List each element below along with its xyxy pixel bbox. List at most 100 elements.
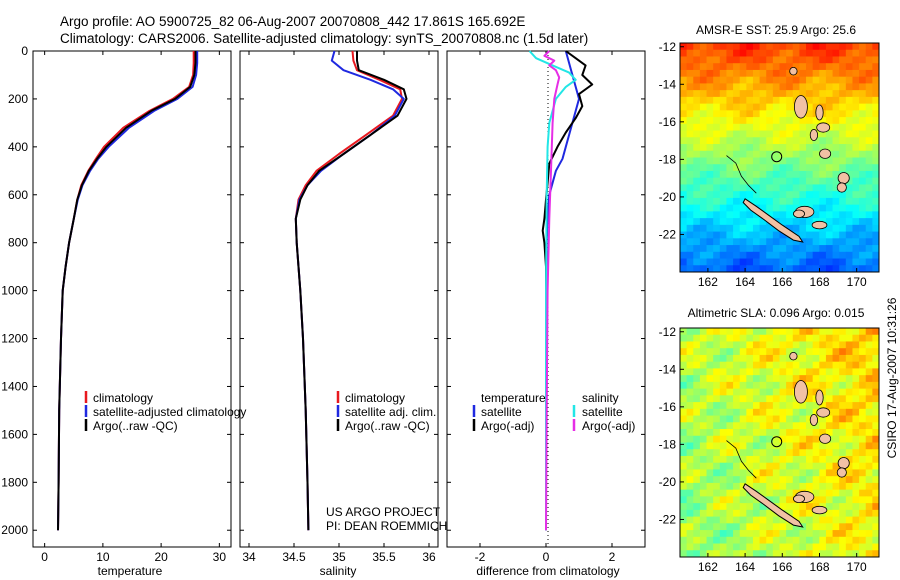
map-cell: [726, 341, 734, 349]
map-cell: [713, 523, 721, 531]
map-cell: [819, 177, 827, 186]
map-cell: [806, 63, 814, 71]
map-cell: [680, 530, 688, 538]
map-cell: [812, 265, 820, 272]
map-cell: [772, 90, 781, 98]
map-cell: [832, 265, 840, 272]
map-cell: [779, 516, 787, 524]
map-cell: [832, 245, 840, 253]
map-y-tick-label: -22: [659, 512, 677, 526]
map-cell: [713, 334, 721, 343]
map-cell: [752, 415, 761, 423]
map-cell: [766, 509, 774, 518]
map-cell: [699, 218, 708, 226]
map-cell: [759, 543, 767, 551]
map-cell: [706, 69, 714, 78]
map-cell: [825, 110, 834, 118]
map-cell: [845, 76, 854, 85]
map-cell: [799, 130, 807, 138]
map-cell: [739, 348, 747, 356]
map-cell: [845, 123, 854, 132]
map-cell: [746, 238, 754, 246]
map-cell: [859, 49, 867, 58]
map-cell: [872, 536, 879, 545]
sst-map: [680, 43, 879, 272]
map-cell: [746, 334, 754, 343]
map-cell: [680, 90, 688, 98]
map-cell: [872, 265, 879, 272]
map-cell: [812, 334, 820, 343]
map-cell: [825, 265, 834, 272]
map-cell: [706, 361, 714, 370]
map-cell: [693, 137, 701, 145]
map-cell: [786, 157, 794, 165]
map-cell: [719, 550, 728, 557]
map-cell: [812, 96, 820, 105]
map-cell: [680, 150, 688, 159]
map-cell: [772, 231, 781, 239]
map-cell: [819, 251, 827, 260]
map-cell: [746, 469, 754, 477]
map-cell: [812, 368, 820, 376]
map-cell: [713, 69, 721, 78]
map-cell: [759, 449, 767, 457]
map-cell: [852, 395, 860, 403]
map-cell: [779, 523, 787, 531]
map-cell: [845, 56, 854, 64]
map-cell: [845, 503, 854, 511]
map-cell: [799, 69, 807, 78]
map-cell: [786, 489, 794, 497]
map-cell: [845, 231, 854, 239]
map-cell: [713, 238, 721, 246]
map-cell: [719, 110, 728, 118]
map-cell: [686, 435, 694, 444]
map-cell: [733, 388, 741, 396]
map-cell: [719, 231, 728, 239]
map-cell: [759, 489, 767, 497]
map-cell: [699, 137, 708, 145]
map-cell: [786, 83, 794, 91]
map-cell: [726, 476, 734, 484]
map-cell: [772, 489, 781, 497]
map-cell: [706, 83, 714, 91]
map-cell: [806, 83, 814, 91]
map-cell: [799, 170, 807, 179]
map-cell: [706, 469, 714, 477]
map-cell: [845, 516, 854, 524]
map-cell: [686, 130, 694, 138]
map-cell: [852, 455, 860, 464]
map-cell: [812, 76, 820, 85]
map-cell: [726, 137, 734, 145]
map-cell: [839, 523, 847, 531]
map-cell: [865, 408, 873, 417]
map-cell: [693, 415, 701, 423]
map-cell: [686, 368, 694, 376]
map-cell: [819, 76, 827, 85]
map-cell: [706, 170, 714, 179]
map-cell: [799, 429, 807, 437]
map-cell: [845, 137, 854, 145]
map-cell: [766, 388, 774, 396]
map-cell: [825, 496, 834, 504]
map-cell: [779, 402, 787, 410]
map-cell: [806, 170, 814, 179]
map-cell: [865, 83, 873, 91]
map-cell: [839, 476, 847, 484]
map-cell: [733, 245, 741, 253]
map-cell: [706, 231, 714, 239]
map-cell: [839, 43, 847, 51]
map-cell: [832, 76, 840, 85]
map-cell: [746, 110, 754, 118]
map-cell: [779, 543, 787, 551]
map-cell: [699, 442, 708, 450]
map-cell: [759, 49, 767, 58]
map-cell: [699, 509, 708, 518]
map-cell: [733, 137, 741, 145]
map-cell: [845, 197, 854, 206]
map-cell: [865, 90, 873, 98]
map-cell: [713, 361, 721, 370]
map-cell: [713, 469, 721, 477]
map-cell: [819, 238, 827, 246]
map-cell: [819, 96, 827, 105]
